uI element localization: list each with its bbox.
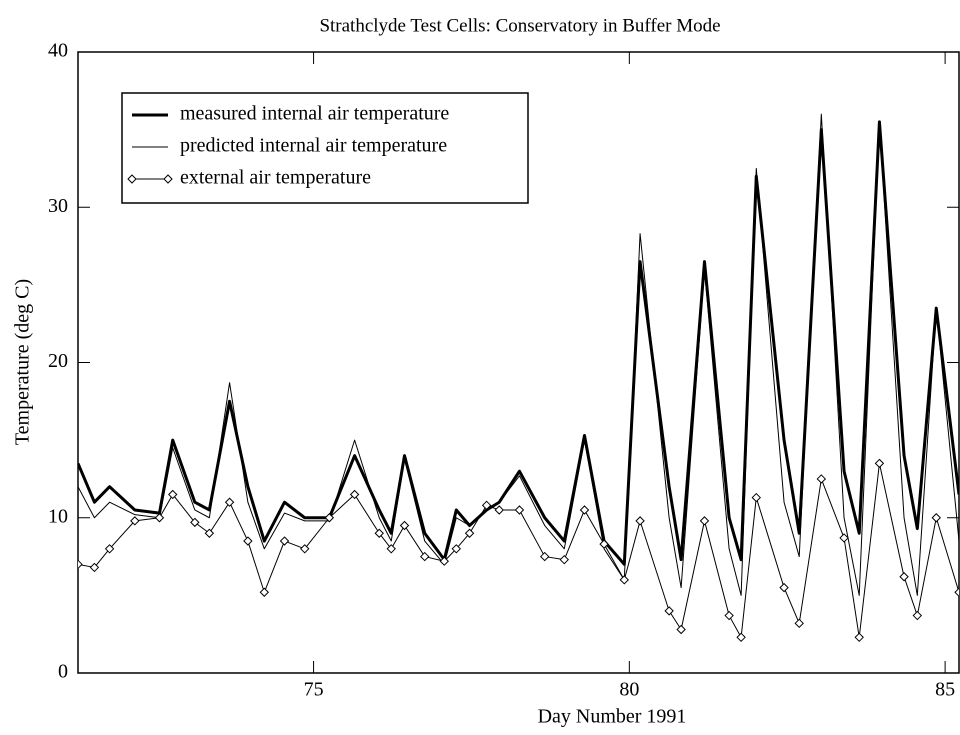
point-marker (104, 544, 115, 554)
point-marker (481, 500, 492, 511)
point-marker (324, 513, 335, 523)
point-marker (579, 505, 590, 515)
legend-label: predicted internal air temperature (180, 135, 447, 157)
y-tick-label: 30 (48, 195, 68, 217)
point-marker (839, 533, 849, 543)
point-marker (190, 517, 200, 528)
point-marker (736, 632, 746, 642)
point-marker (699, 516, 710, 526)
point-marker (899, 572, 909, 582)
point-marker (243, 536, 253, 546)
point-marker (599, 539, 609, 549)
y-tick-label: 10 (48, 505, 68, 527)
legend-label: external air temperature (180, 167, 371, 189)
x-axis-label: Day Number 1991 (538, 706, 687, 728)
point-marker (130, 516, 140, 526)
legend-marker (163, 174, 173, 184)
legend: measured internal air temperature predict… (121, 92, 529, 204)
point-marker (386, 544, 396, 554)
point-marker (931, 513, 941, 523)
x-tick-label: 85 (935, 679, 955, 701)
point-marker (494, 505, 504, 515)
point-marker (168, 489, 178, 500)
point-marker (664, 606, 674, 616)
point-marker (78, 559, 83, 570)
point-marker (874, 458, 885, 469)
point-marker (224, 497, 235, 507)
point-marker (794, 618, 804, 629)
point-marker (399, 520, 410, 531)
y-axis-label: Temperature (deg C) (12, 279, 34, 445)
point-marker (514, 505, 525, 515)
point-marker (259, 587, 270, 597)
point-marker (635, 516, 645, 526)
x-tick-label: 75 (304, 679, 324, 701)
y-tick-label: 0 (58, 661, 68, 683)
point-marker (420, 551, 430, 562)
point-marker (954, 587, 959, 597)
x-tick-label: 80 (619, 679, 639, 701)
point-marker (751, 492, 761, 503)
point-marker (540, 551, 550, 562)
point-marker (451, 544, 462, 554)
series-line (78, 113, 959, 596)
point-marker (464, 528, 475, 538)
point-marker (779, 582, 789, 593)
point-marker (89, 562, 100, 573)
point-marker (816, 474, 827, 484)
legend-box (121, 92, 529, 204)
point-marker (279, 536, 290, 546)
point-marker (204, 528, 215, 538)
legend-marker (127, 174, 137, 184)
point-marker (374, 528, 384, 538)
point-marker (912, 610, 923, 621)
point-marker (154, 513, 165, 523)
point-marker (300, 544, 310, 554)
point-marker (676, 624, 686, 635)
point-marker (619, 575, 629, 585)
plot-area (78, 113, 959, 642)
point-marker (349, 489, 360, 500)
y-tick-label: 40 (48, 40, 68, 62)
point-marker (724, 610, 734, 621)
y-tick-label: 20 (48, 350, 68, 372)
legend-label: measured internal air temperature (180, 103, 449, 125)
point-marker (854, 632, 864, 642)
point-marker (559, 554, 569, 565)
series-line (78, 462, 959, 638)
point-marker (439, 556, 450, 566)
chart-title: Strathclyde Test Cells: Conservatory in … (319, 15, 720, 36)
